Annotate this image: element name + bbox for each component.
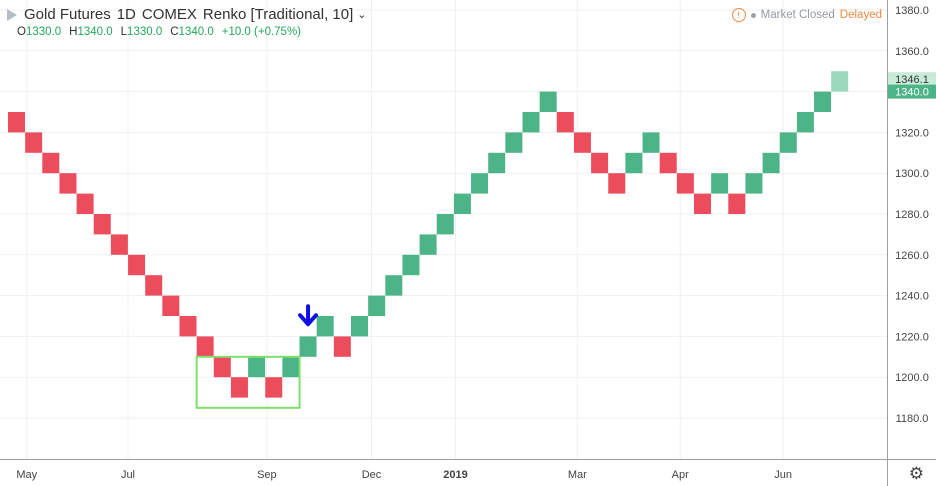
market-status: ! Market Closed Delayed <box>731 8 882 22</box>
y-tick-label: 1280.0 <box>895 209 929 221</box>
renko-brick-down <box>573 132 591 153</box>
price-tag-last <box>888 84 936 99</box>
renko-brick-down <box>230 377 248 398</box>
ohlc-change: +10.0 (+0.75%) <box>221 26 302 38</box>
y-tick-label: 1260.0 <box>895 250 929 262</box>
renko-brick-up <box>351 316 368 337</box>
renko-brick-down <box>659 152 677 174</box>
renko-brick-up <box>248 356 266 378</box>
renko-brick-up <box>814 91 832 112</box>
warning-icon[interactable]: ! <box>731 8 746 22</box>
renko-brick-up <box>419 234 437 255</box>
renko-brick-up <box>368 295 386 316</box>
renko-brick-up <box>505 132 523 153</box>
renko-brick-down <box>8 112 25 133</box>
renko-brick-down <box>556 112 574 133</box>
renko-brick-down <box>728 193 746 214</box>
x-tick-label: Jun <box>774 469 792 481</box>
x-tick-label: Sep <box>257 469 277 481</box>
renko-brick-down <box>265 377 283 398</box>
renko-brick-up <box>488 152 506 174</box>
renko-brick-down <box>76 193 94 214</box>
renko-brick-down <box>676 173 694 194</box>
symbol-interval: 1D <box>116 6 136 23</box>
market-closed-label: Market Closed <box>760 9 835 21</box>
renko-brick-up <box>779 132 797 153</box>
y-tick-label: 1380.0 <box>895 5 929 17</box>
chevron-down-icon[interactable]: ⌄ <box>357 9 367 21</box>
ohlc-open: O1330.0 <box>17 26 62 38</box>
renko-brick-down <box>694 193 711 214</box>
price-tag-label: 1346.1 <box>895 74 929 86</box>
renko-brick-up <box>282 356 300 378</box>
ohlc-high: H1340.0 <box>69 26 113 38</box>
renko-brick-down <box>179 316 197 337</box>
renko-brick-down <box>110 234 128 255</box>
x-tick-label: 2019 <box>443 469 467 481</box>
renko-brick-up <box>745 173 763 194</box>
renko-brick-up <box>402 254 420 276</box>
highlight-box <box>195 355 301 409</box>
down-arrow-head <box>298 313 319 327</box>
renko-brick-up <box>625 152 643 174</box>
renko-brick-down <box>213 356 231 378</box>
y-tick-label: 1240.0 <box>895 291 929 303</box>
y-tick-label: 1220.0 <box>895 331 929 343</box>
renko-brick-up <box>471 173 489 194</box>
chart-legend: Gold Futures 1D COMEX Renko [Traditional… <box>6 6 367 38</box>
renko-brick-up <box>711 173 729 194</box>
price-tag-projected <box>888 72 936 87</box>
renko-brick-down <box>591 152 609 174</box>
renko-brick-down <box>333 336 351 357</box>
renko-brick-down <box>608 173 626 194</box>
y-tick-label: 1320.0 <box>895 127 929 139</box>
renko-brick-down <box>162 295 180 316</box>
renko-brick-up <box>762 152 780 174</box>
renko-brick-up <box>522 112 540 133</box>
price-tag-label: 1340.0 <box>895 87 929 99</box>
symbol-exchange: COMEX <box>141 6 197 23</box>
symbol-title[interactable]: Gold Futures 1D COMEX Renko [Traditional… <box>6 6 367 23</box>
renko-brick-up <box>796 112 814 133</box>
renko-brick-up <box>299 336 317 357</box>
delayed-label[interactable]: Delayed <box>839 9 882 21</box>
gear-icon[interactable]: ⚙ <box>908 464 924 483</box>
y-tick-label: 1200.0 <box>895 372 929 384</box>
y-tick-label: 1360.0 <box>895 46 929 58</box>
renko-brick-up <box>385 275 403 296</box>
chart-style-label: Renko [Traditional, 10] <box>202 6 354 23</box>
renko-brick-up <box>642 132 660 153</box>
renko-brick-up <box>436 214 454 235</box>
renko-brick-down <box>25 132 43 153</box>
renko-brick-down <box>128 254 146 276</box>
renko-brick-up <box>316 316 334 337</box>
renko-brick-projected <box>831 71 849 92</box>
renko-brick-down <box>42 152 60 174</box>
renko-brick-down <box>145 275 163 296</box>
x-tick-label: May <box>16 469 37 481</box>
flag-icon <box>6 8 18 21</box>
renko-brick-down <box>59 173 77 194</box>
symbol-name: Gold Futures <box>24 6 111 23</box>
status-dot-icon <box>750 12 756 18</box>
y-tick-label: 1300.0 <box>895 168 929 180</box>
x-tick-label: Jul <box>121 469 135 481</box>
y-tick-label: 1180.0 <box>896 413 929 425</box>
ohlc-low: L1330.0 <box>120 26 163 38</box>
ohlc-close: C1340.0 <box>170 26 214 38</box>
ohlc-values: O1330.0 H1340.0 L1330.0 C1340.0 +10.0 (+… <box>6 26 367 38</box>
x-tick-label: Apr <box>672 469 689 481</box>
renko-brick-down <box>196 336 214 357</box>
x-tick-label: Dec <box>362 469 382 481</box>
renko-brick-down <box>93 214 111 235</box>
renko-brick-up <box>539 91 557 112</box>
renko-brick-up <box>453 193 471 214</box>
x-tick-label: Mar <box>568 469 587 481</box>
